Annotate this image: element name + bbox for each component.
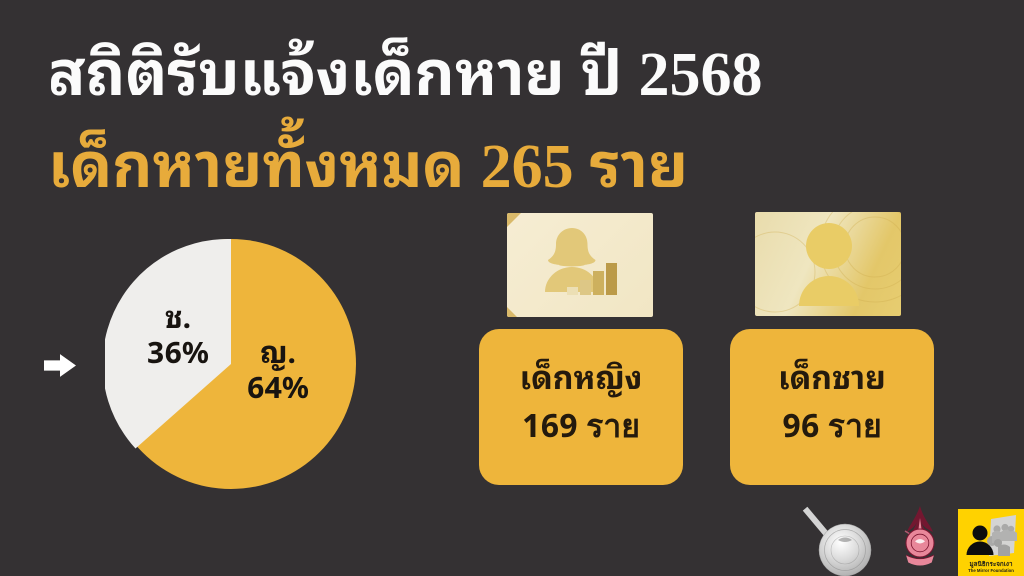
svg-text:The Mirror Foundation: The Mirror Foundation [968, 568, 1014, 573]
